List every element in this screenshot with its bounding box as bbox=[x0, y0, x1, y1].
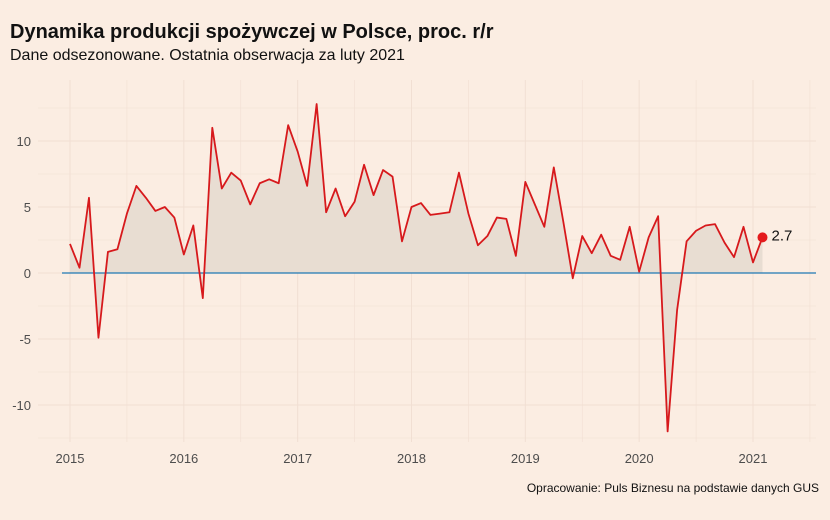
x-tick-label: 2018 bbox=[397, 451, 426, 466]
data-point bbox=[733, 256, 735, 258]
data-point bbox=[325, 211, 327, 213]
x-tick-label: 2017 bbox=[283, 451, 312, 466]
data-point bbox=[486, 235, 488, 237]
data-point bbox=[344, 215, 346, 217]
data-point bbox=[648, 236, 650, 238]
data-point bbox=[240, 180, 242, 182]
data-point bbox=[524, 181, 526, 183]
data-point bbox=[173, 217, 175, 219]
data-point bbox=[439, 213, 441, 215]
data-point bbox=[373, 194, 375, 196]
data-point bbox=[116, 248, 118, 250]
data-point bbox=[458, 172, 460, 174]
data-point bbox=[221, 188, 223, 190]
data-point bbox=[268, 178, 270, 180]
data-point bbox=[316, 103, 318, 105]
data-point bbox=[164, 206, 166, 208]
data-point bbox=[411, 206, 413, 208]
y-axis: 10 5 0 -5 -10 bbox=[12, 134, 31, 413]
last-value-label: 2.7 bbox=[771, 227, 792, 244]
data-point bbox=[278, 182, 280, 184]
data-point bbox=[335, 188, 337, 190]
data-point bbox=[211, 127, 213, 129]
y-tick-label: -10 bbox=[12, 398, 31, 413]
data-point bbox=[297, 151, 299, 153]
data-point bbox=[714, 223, 716, 225]
chart-subtitle: Dane odsezonowane. Ostatnia obserwacja z… bbox=[10, 47, 405, 64]
y-tick-label: 10 bbox=[17, 134, 31, 149]
data-point bbox=[107, 251, 109, 253]
data-point bbox=[496, 217, 498, 219]
data-point bbox=[230, 172, 232, 174]
data-point bbox=[467, 213, 469, 215]
data-point bbox=[88, 197, 90, 199]
data-point bbox=[306, 185, 308, 187]
data-point bbox=[610, 255, 612, 257]
data-point bbox=[126, 213, 128, 215]
x-tick-label: 2016 bbox=[169, 451, 198, 466]
data-point bbox=[202, 297, 204, 299]
data-point bbox=[752, 261, 754, 263]
data-point bbox=[429, 214, 431, 216]
data-point bbox=[97, 337, 99, 339]
series-line bbox=[69, 103, 764, 433]
y-tick-label: -5 bbox=[19, 332, 31, 347]
data-point bbox=[676, 309, 678, 311]
data-point bbox=[183, 254, 185, 256]
data-point bbox=[515, 255, 517, 257]
x-tick-label: 2020 bbox=[625, 451, 654, 466]
data-point bbox=[477, 244, 479, 246]
data-point bbox=[600, 234, 602, 236]
data-point bbox=[505, 218, 507, 220]
x-tick-label: 2019 bbox=[511, 451, 540, 466]
data-point bbox=[572, 277, 574, 279]
data-point bbox=[448, 211, 450, 213]
data-point bbox=[287, 124, 289, 126]
data-point bbox=[135, 185, 137, 187]
data-point bbox=[78, 267, 80, 269]
data-point bbox=[392, 176, 394, 178]
data-point bbox=[619, 259, 621, 261]
y-tick-label: 0 bbox=[24, 266, 31, 281]
data-point bbox=[145, 197, 147, 199]
last-point-marker bbox=[757, 232, 768, 243]
data-point bbox=[657, 215, 659, 217]
chart-title: Dynamika produkcji spożywczej w Polsce, … bbox=[10, 21, 494, 43]
data-point bbox=[420, 202, 422, 204]
data-point bbox=[686, 240, 688, 242]
source-caption: Opracowanie: Puls Biznesu na podstawie d… bbox=[526, 481, 819, 495]
x-tick-label: 2015 bbox=[56, 451, 85, 466]
data-point bbox=[695, 230, 697, 232]
data-point bbox=[401, 240, 403, 242]
data-point bbox=[354, 201, 356, 203]
data-point bbox=[591, 252, 593, 254]
data-point bbox=[705, 224, 707, 226]
data-point bbox=[363, 164, 365, 166]
data-point bbox=[581, 235, 583, 237]
data-point bbox=[724, 242, 726, 244]
data-point bbox=[638, 271, 640, 273]
y-tick-label: 5 bbox=[24, 200, 31, 215]
data-point bbox=[69, 243, 71, 245]
data-point bbox=[259, 182, 261, 184]
data-point bbox=[743, 226, 745, 228]
data-point bbox=[629, 226, 631, 228]
series-area bbox=[70, 104, 763, 432]
data-point bbox=[543, 226, 545, 228]
data-point bbox=[667, 430, 669, 432]
data-point bbox=[534, 203, 536, 205]
data-point bbox=[382, 169, 384, 171]
data-point bbox=[562, 221, 564, 223]
x-axis: 2015 2016 2017 2018 2019 2020 2021 bbox=[56, 451, 768, 466]
data-point bbox=[154, 210, 156, 212]
data-point bbox=[249, 203, 251, 205]
data-point bbox=[192, 224, 194, 226]
x-tick-label: 2021 bbox=[739, 451, 768, 466]
data-point bbox=[553, 166, 555, 168]
